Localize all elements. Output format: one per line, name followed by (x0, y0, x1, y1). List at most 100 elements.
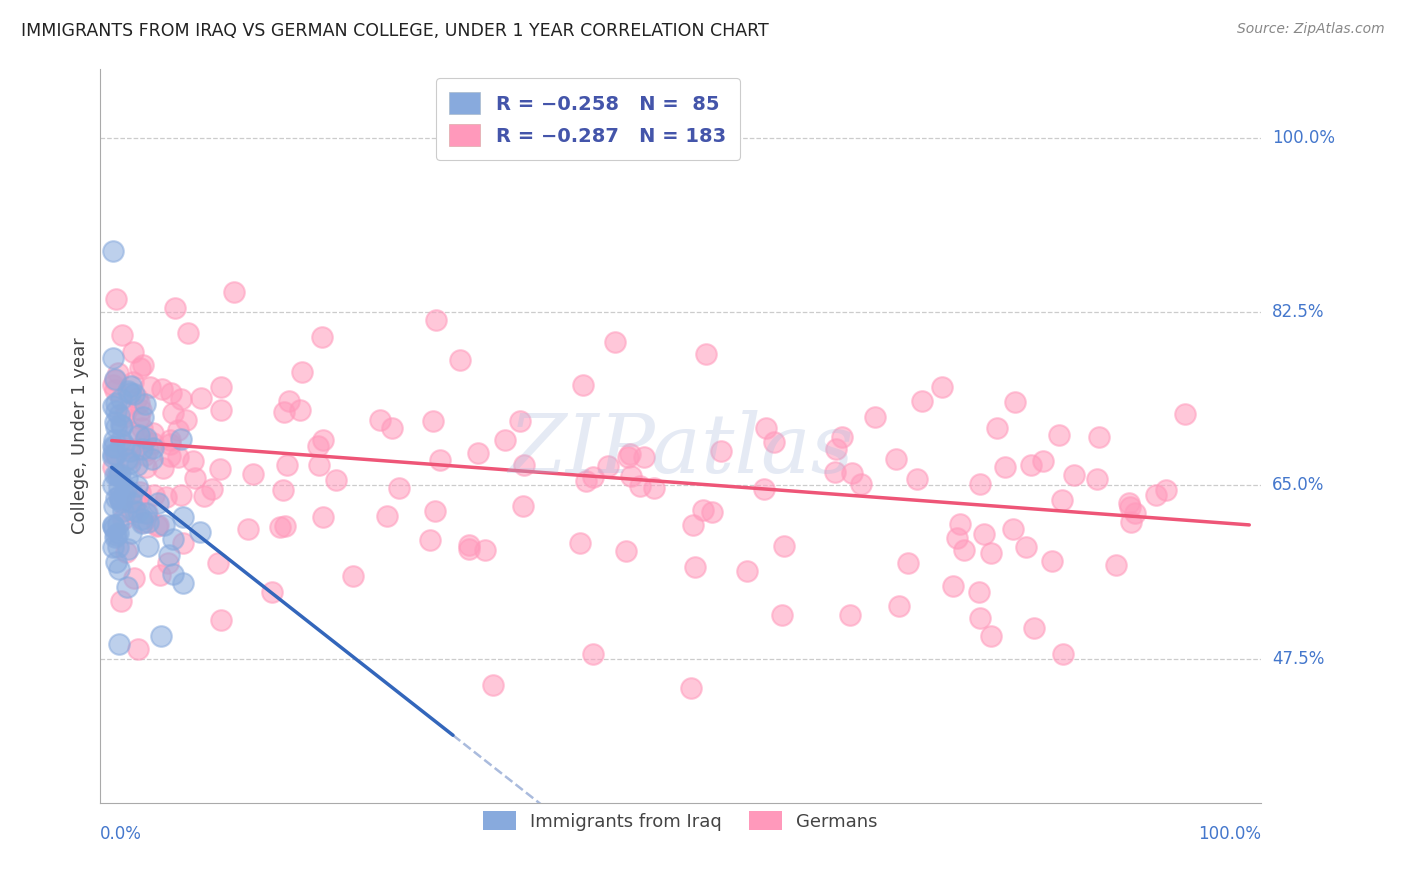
Point (572, 378, 595, 392)
Point (132, 358, 155, 372)
Point (193, 490, 215, 504)
Point (419, 533, 441, 548)
Point (136, 442, 159, 457)
Point (131, 512, 153, 526)
Point (467, 445, 489, 459)
Point (425, 313, 447, 327)
Text: IMMIGRANTS FROM IRAQ VS GERMAN COLLEGE, UNDER 1 YEAR CORRELATION CHART: IMMIGRANTS FROM IRAQ VS GERMAN COLLEGE, … (21, 22, 769, 40)
Point (170, 488, 193, 502)
Point (603, 334, 626, 349)
Point (141, 452, 163, 467)
Point (108, 467, 131, 482)
Point (824, 442, 846, 456)
Point (737, 564, 759, 578)
Point (118, 452, 141, 467)
Point (307, 439, 329, 453)
Point (112, 488, 135, 502)
Point (114, 482, 136, 496)
Point (162, 566, 184, 581)
Legend: Immigrants from Iraq, Germans: Immigrants from Iraq, Germans (477, 804, 884, 838)
Point (1174, 407, 1197, 421)
Point (128, 427, 150, 442)
Point (131, 421, 153, 435)
Point (458, 538, 481, 552)
Point (156, 557, 179, 571)
Point (108, 408, 131, 422)
Point (108, 489, 131, 503)
Point (134, 433, 156, 447)
Point (105, 292, 128, 306)
Text: 65.0%: 65.0% (1272, 476, 1324, 494)
Point (710, 444, 733, 458)
Point (115, 451, 138, 466)
Point (1019, 458, 1042, 472)
Point (422, 414, 444, 428)
Point (167, 423, 190, 437)
Point (614, 544, 637, 558)
Point (101, 351, 124, 366)
Point (115, 545, 138, 559)
Point (1015, 540, 1038, 554)
Point (838, 608, 860, 623)
Point (101, 378, 124, 392)
Point (163, 301, 186, 315)
Point (695, 347, 717, 361)
Point (169, 392, 191, 406)
Point (425, 503, 447, 517)
Point (131, 442, 153, 457)
Point (278, 394, 301, 409)
Point (121, 505, 143, 519)
Point (969, 611, 991, 625)
Point (643, 482, 665, 496)
Point (325, 473, 347, 487)
Point (122, 375, 145, 389)
Point (596, 458, 619, 473)
Point (105, 468, 128, 483)
Point (101, 439, 124, 453)
Point (120, 495, 142, 509)
Point (1052, 493, 1074, 508)
Point (159, 436, 181, 450)
Point (953, 543, 976, 558)
Point (1040, 554, 1063, 568)
Point (110, 433, 132, 447)
Point (125, 495, 148, 509)
Point (177, 326, 200, 340)
Point (125, 391, 148, 405)
Point (942, 579, 965, 593)
Point (104, 447, 127, 461)
Point (127, 505, 149, 519)
Point (101, 518, 124, 533)
Point (208, 461, 231, 475)
Point (1063, 467, 1085, 482)
Text: 100.0%: 100.0% (1272, 129, 1334, 147)
Point (120, 456, 142, 470)
Point (155, 490, 177, 504)
Point (107, 540, 129, 554)
Point (120, 444, 142, 458)
Point (619, 447, 641, 461)
Point (143, 488, 166, 502)
Point (755, 421, 778, 435)
Point (131, 516, 153, 530)
Point (236, 522, 259, 536)
Point (1121, 515, 1143, 529)
Point (115, 580, 138, 594)
Point (269, 519, 291, 533)
Point (121, 345, 143, 359)
Point (108, 491, 131, 506)
Point (136, 515, 159, 529)
Point (770, 608, 793, 623)
Point (1156, 483, 1178, 497)
Point (569, 536, 592, 550)
Point (104, 467, 127, 482)
Point (125, 458, 148, 473)
Point (512, 499, 534, 513)
Point (134, 396, 156, 410)
Point (474, 543, 496, 558)
Point (849, 477, 872, 491)
Point (1052, 647, 1074, 661)
Point (969, 476, 991, 491)
Point (980, 546, 1002, 560)
Point (135, 431, 157, 445)
